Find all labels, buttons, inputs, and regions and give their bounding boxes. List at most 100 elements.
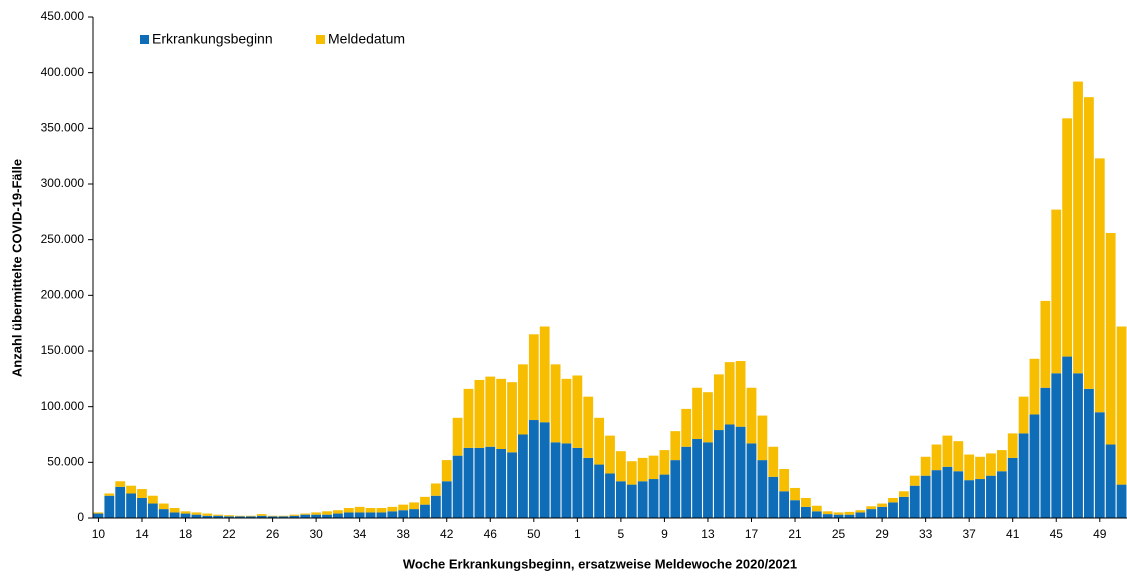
- bar-segment: [354, 512, 365, 518]
- x-tick-label: 18: [179, 527, 193, 541]
- bar-segment: [343, 507, 354, 513]
- bar-segment: [692, 387, 702, 439]
- bar-segment: [528, 334, 539, 421]
- bar-segment: [1018, 433, 1029, 518]
- bar-segment: [245, 516, 256, 518]
- bar-segment: [692, 438, 702, 518]
- bar-segment: [931, 470, 942, 518]
- bar-segment: [986, 453, 996, 476]
- bar-segment: [942, 466, 953, 518]
- bar-segment: [376, 507, 387, 513]
- bar-segment: [1073, 81, 1083, 374]
- bar-segment: [877, 506, 888, 518]
- x-tick-label: 33: [919, 527, 933, 541]
- legend-label: Erkrankungsbeginn: [152, 31, 273, 47]
- bar-segment: [746, 443, 757, 518]
- bar-segment: [474, 379, 485, 448]
- bar-segment: [441, 481, 452, 518]
- bar-segment: [311, 512, 322, 515]
- bar-segment: [507, 452, 517, 518]
- bar-segment: [169, 507, 180, 513]
- bar-segment: [137, 497, 147, 518]
- bar-segment: [986, 475, 996, 518]
- bar-segment: [365, 512, 376, 518]
- bar-segment: [267, 515, 278, 517]
- bar-segment: [996, 450, 1007, 472]
- y-tick-label: 100.000: [41, 399, 85, 413]
- bar-segment: [898, 496, 909, 518]
- y-tick-label: 200.000: [41, 288, 85, 302]
- bar-segment: [964, 480, 975, 518]
- bar-segment: [920, 456, 931, 476]
- bar-segment: [343, 512, 354, 518]
- bar-segment: [583, 396, 594, 458]
- bar-segment: [256, 515, 267, 518]
- bar-segment: [398, 504, 409, 511]
- x-tick-label: 10: [92, 527, 106, 541]
- bar-segment: [822, 511, 833, 515]
- bar-segment: [637, 457, 648, 482]
- bar-segment: [158, 509, 169, 518]
- bar-segment: [1116, 484, 1127, 518]
- bar-segment: [768, 446, 779, 477]
- bar-segment: [855, 512, 866, 518]
- bar-segment: [322, 511, 332, 515]
- bar-segment: [931, 444, 942, 471]
- bar-segment: [790, 487, 800, 501]
- bar-segment: [104, 493, 115, 496]
- bar-segment: [1018, 396, 1029, 434]
- bar-segment: [964, 454, 975, 481]
- bar-segment: [169, 512, 180, 518]
- x-tick-label: 34: [353, 527, 367, 541]
- bar-segment: [518, 364, 528, 435]
- y-tick-label: 400.000: [41, 65, 85, 79]
- bar-segment: [888, 502, 898, 518]
- x-tick-label: 46: [484, 527, 498, 541]
- x-tick-label: 13: [701, 527, 715, 541]
- bar-segment: [746, 387, 757, 444]
- bar-segment: [528, 420, 539, 518]
- bar-segment: [430, 483, 441, 496]
- bar-segment: [724, 362, 735, 425]
- bar-segment: [311, 514, 322, 518]
- bar-segment: [866, 506, 877, 510]
- bar-segment: [735, 426, 746, 518]
- bar-segment: [996, 471, 1007, 518]
- bar-segment: [670, 431, 681, 461]
- bar-segment: [1029, 358, 1040, 415]
- bar-segment: [594, 464, 605, 518]
- bar-segment: [387, 511, 398, 518]
- bar-segment: [289, 515, 300, 518]
- bar-segment: [735, 361, 746, 427]
- bar-segment: [659, 450, 670, 475]
- bar-segment: [539, 326, 550, 423]
- bar-segment: [768, 476, 779, 518]
- bar-segment: [659, 474, 670, 518]
- bar-segment: [93, 513, 104, 518]
- bar-segment: [583, 457, 594, 518]
- bar-segment: [409, 509, 419, 518]
- bar-segment: [235, 515, 245, 517]
- bar-segment: [278, 515, 289, 517]
- bar-segment: [1094, 158, 1105, 413]
- bar-segment: [463, 447, 474, 518]
- x-tick-label: 30: [309, 527, 323, 541]
- bar-segment: [594, 417, 605, 465]
- bar-segment: [202, 513, 213, 516]
- bar-segment: [300, 513, 311, 515]
- y-tick-label: 150.000: [41, 343, 85, 357]
- x-tick-label: 9: [661, 527, 668, 541]
- bar-segment: [376, 512, 387, 518]
- bar-segment: [485, 376, 496, 447]
- bar-segment: [1073, 373, 1083, 518]
- bar-segment: [855, 510, 866, 513]
- bar-segment: [365, 507, 376, 513]
- y-tick-label: 300.000: [41, 176, 85, 190]
- x-tick-label: 50: [527, 527, 541, 541]
- bar-segment: [1084, 388, 1094, 518]
- bar-segment: [191, 512, 202, 515]
- bar-segment: [681, 408, 692, 447]
- bar-segment: [909, 485, 920, 518]
- y-axis-title: Anzahl übermittelte COVID-19-Fälle: [9, 159, 24, 377]
